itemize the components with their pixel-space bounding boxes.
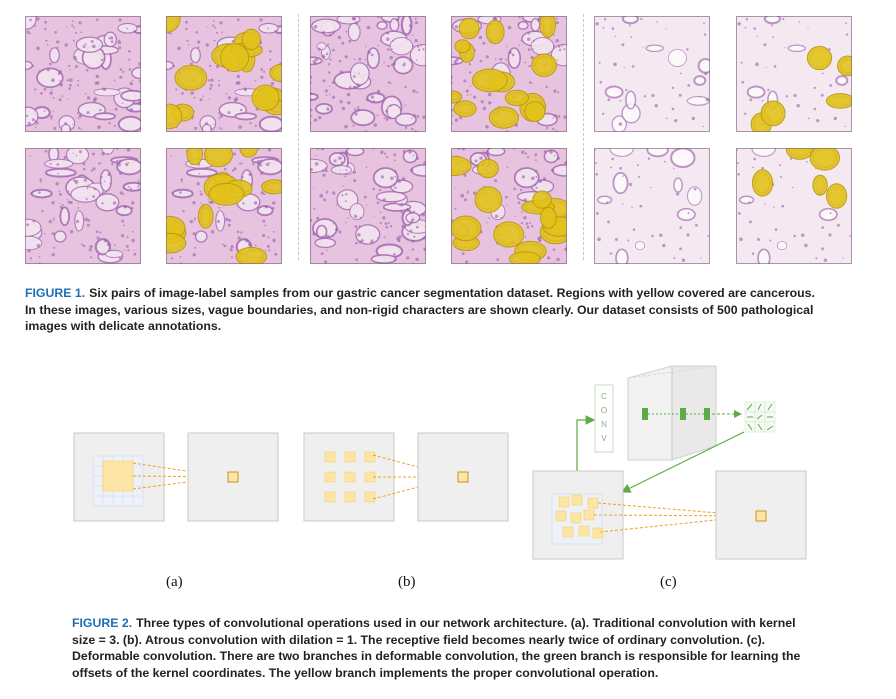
label-image-3-row2 [736, 148, 852, 264]
figure1-label: FIGURE 1. [25, 286, 86, 300]
conv-letter-n: N [601, 420, 607, 429]
figure2-caption-text: Three types of convolutional operations … [72, 616, 801, 680]
panel-c-deformable-convolution: C O N V [532, 365, 807, 560]
conv-letter-v: V [601, 434, 607, 443]
offsets-to-input-arrow [620, 431, 745, 493]
pathology-image-3-row1 [594, 16, 710, 132]
offset-vectors [746, 403, 774, 431]
label-image-1-row2 [166, 148, 282, 264]
kernel-3x3-a [102, 460, 134, 492]
panel-label-a: (a) [166, 574, 183, 590]
figure1-caption-text: Six pairs of image-label samples from ou… [25, 286, 815, 333]
panel-a-traditional-convolution [73, 432, 279, 522]
deformed-kernel-c [555, 494, 604, 539]
pathology-image-2-row1 [310, 16, 426, 132]
figure2-label: FIGURE 2. [72, 616, 133, 630]
conv-letter-o: O [601, 406, 607, 415]
offset-field-volume [627, 365, 717, 461]
panel-label-c: (c) [660, 574, 677, 590]
pathology-image-1-row2 [25, 148, 141, 264]
figure2-caption: FIGURE 2. Three types of convolutional op… [72, 615, 812, 681]
panel-label-b: (b) [398, 574, 416, 590]
label-image-2-row2 [451, 148, 567, 264]
output-pixel-a [227, 471, 239, 483]
pathology-image-2-row2 [310, 148, 426, 264]
label-image-2-row1 [451, 16, 567, 132]
separator-line-2 [583, 14, 584, 260]
pathology-image-1-row1 [25, 16, 141, 132]
output-pixel-b [457, 471, 469, 483]
label-image-1-row1 [166, 16, 282, 132]
panel-b-atrous-convolution [303, 432, 509, 522]
pathology-image-3-row2 [594, 148, 710, 264]
input-to-conv-arrow [576, 415, 596, 471]
label-image-3-row1 [736, 16, 852, 132]
figure1-caption: FIGURE 1. Six pairs of image-label sample… [25, 285, 825, 335]
conv-letter-c: C [601, 392, 607, 401]
output-pixel-c [755, 510, 767, 522]
separator-line-1 [298, 14, 299, 260]
dilated-kernel-b [324, 451, 376, 503]
